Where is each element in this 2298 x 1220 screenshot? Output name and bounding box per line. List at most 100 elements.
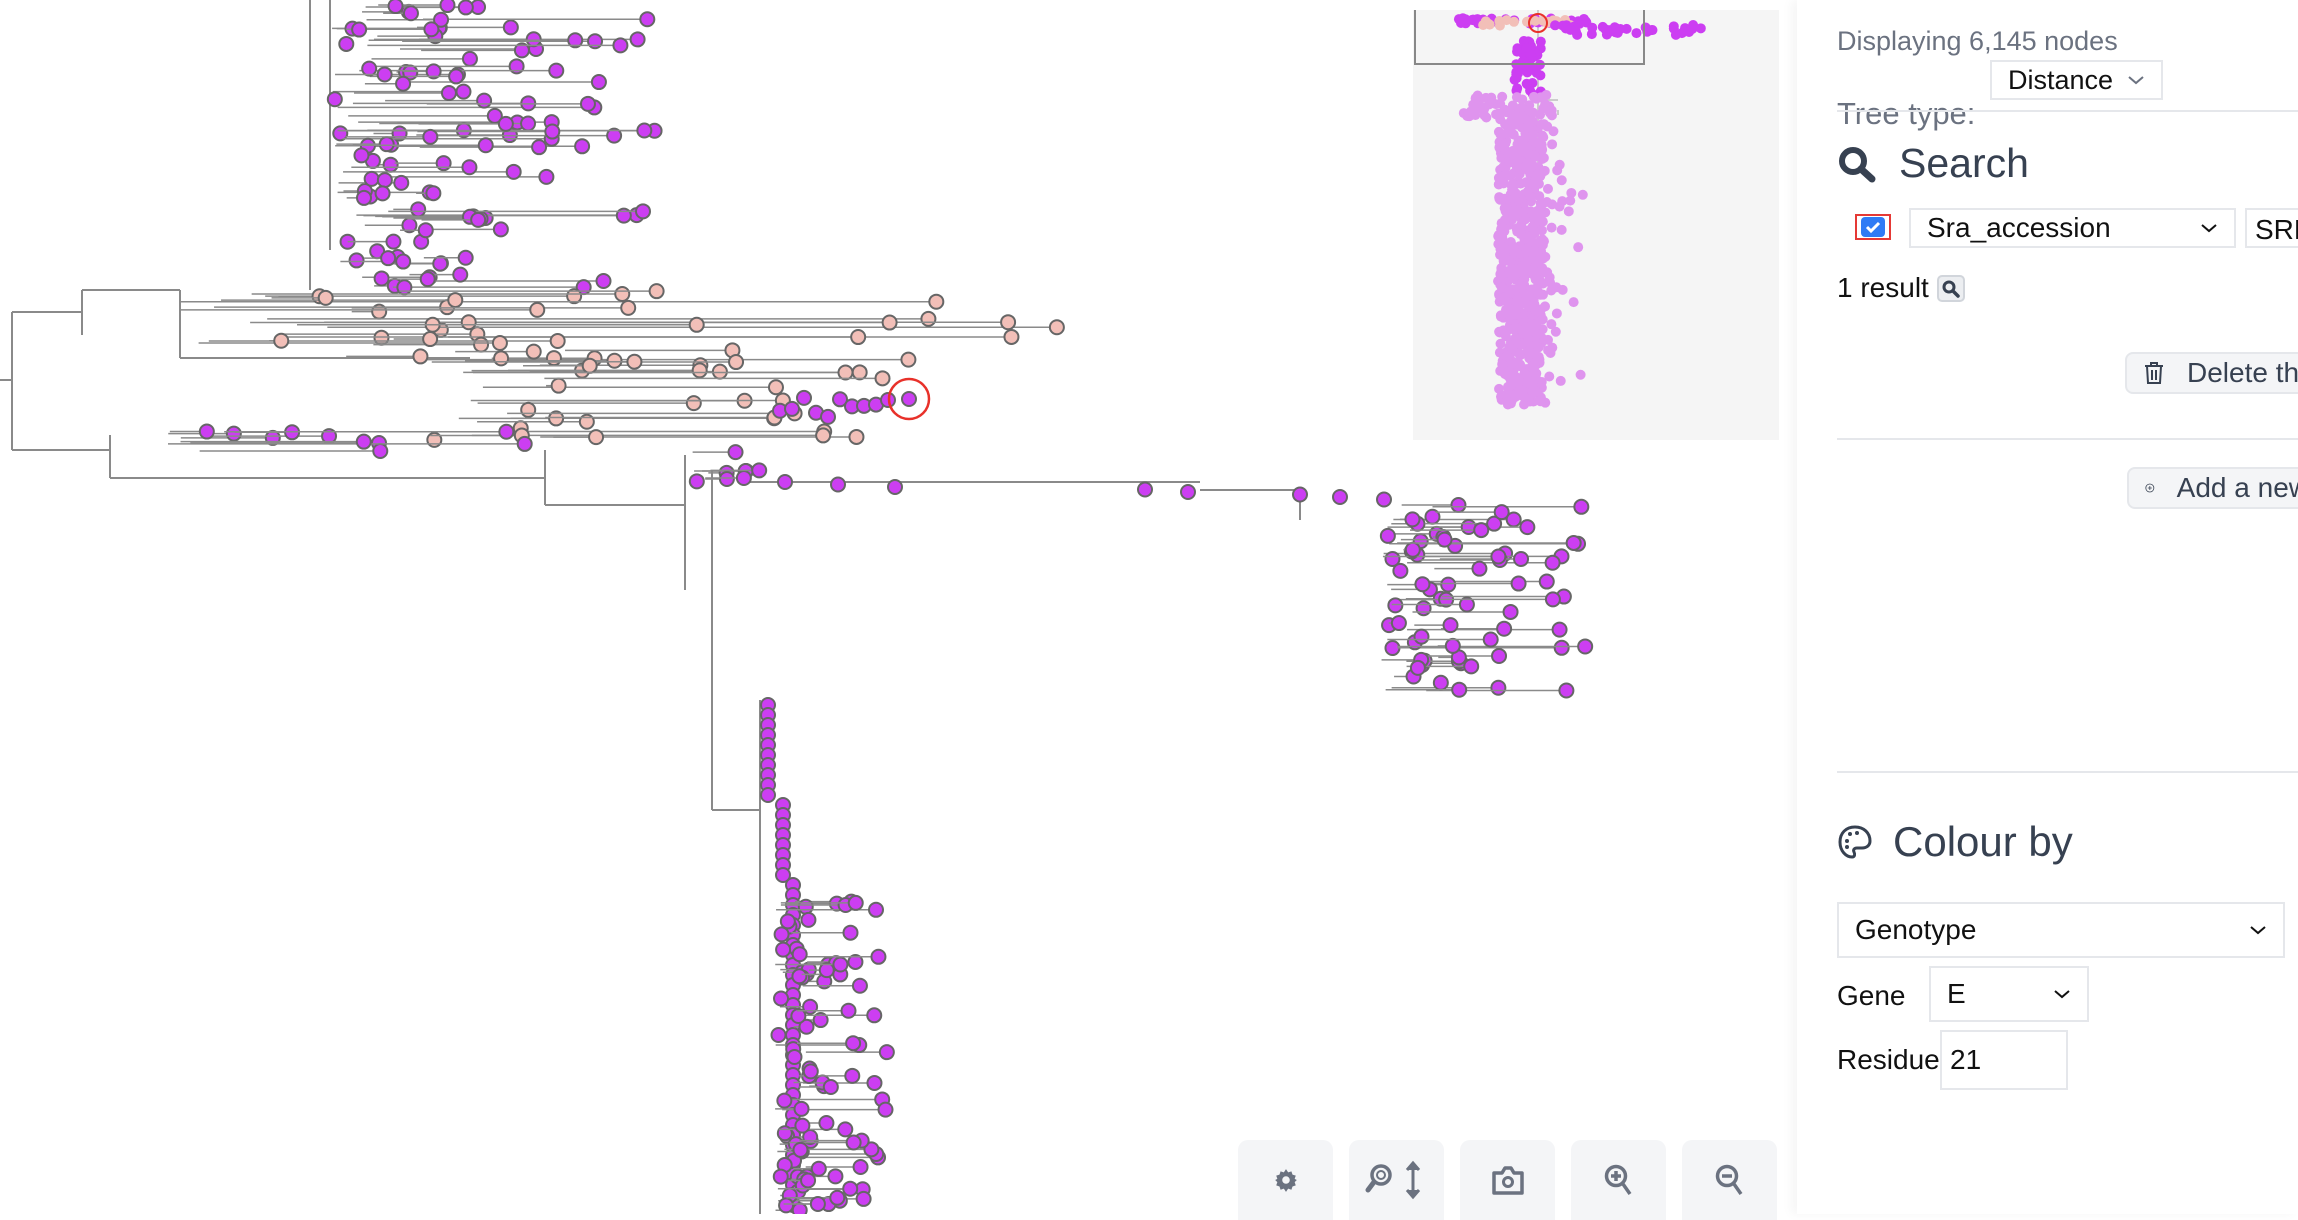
tree-node: [791, 946, 808, 963]
tree-node: [800, 1172, 817, 1189]
tree-node: [634, 203, 651, 220]
minimap-node: [1516, 102, 1527, 113]
minimap-node: [1668, 23, 1679, 34]
minimap-node: [1507, 284, 1518, 295]
tree-node: [629, 31, 646, 48]
screenshot-button[interactable]: [1460, 1140, 1555, 1220]
minimap-node: [1565, 24, 1576, 35]
minimap-node: [1511, 73, 1522, 84]
tree-node: [727, 444, 744, 461]
tree-node: [850, 329, 867, 346]
tree-node: [827, 1168, 844, 1185]
tree-node: [1392, 562, 1409, 579]
tree-node: [928, 293, 945, 310]
minimap[interactable]: [1413, 10, 1779, 440]
settings-button[interactable]: [1238, 1140, 1333, 1220]
minimap-highlight-ring: [1528, 13, 1548, 33]
minimap-node: [1510, 309, 1521, 320]
tree-node: [794, 1117, 811, 1134]
zoom-out-button[interactable]: [1682, 1140, 1777, 1220]
tree-node: [818, 962, 835, 979]
search-heading: Search: [1837, 140, 2029, 187]
minimap-node: [1537, 263, 1548, 274]
tree-node: [1432, 674, 1449, 691]
minimap-node: [1531, 373, 1542, 384]
tree-node: [520, 401, 537, 418]
colour-by-heading-text: Colour by: [1893, 818, 2073, 865]
tree-node: [874, 370, 891, 387]
tree-node: [372, 442, 389, 459]
gene-label: Gene: [1837, 980, 1906, 1011]
tree-node: [452, 266, 469, 283]
tree-node: [786, 1048, 803, 1065]
tree-node: [476, 92, 493, 109]
chevron-down-icon: [2201, 224, 2217, 233]
tree-node: [818, 1114, 835, 1131]
minimap-node: [1530, 272, 1541, 283]
minimap-node: [1530, 386, 1541, 397]
tree-node: [1003, 328, 1020, 345]
tree-node: [1390, 615, 1407, 632]
tree-node: [1513, 551, 1530, 568]
tree-type-value: Distance: [2008, 64, 2114, 95]
vertical-zoom-button[interactable]: [1349, 1140, 1444, 1220]
tree-node: [590, 74, 607, 91]
zoom-to-result-button[interactable]: [1937, 275, 1965, 302]
minimap-node: [1535, 36, 1546, 47]
colour-method-select[interactable]: Genotype: [1837, 902, 2285, 958]
delete-search-label: Delete th: [2187, 357, 2298, 388]
minimap-node: [1524, 265, 1535, 276]
minimap-node: [1556, 175, 1567, 186]
residue-input[interactable]: 21: [1940, 1030, 2068, 1090]
minimap-node: [1526, 231, 1537, 242]
tree-node: [1490, 548, 1507, 565]
minimap-node: [1566, 187, 1577, 198]
tree-type-select[interactable]: Distance: [1990, 60, 2163, 100]
tree-node: [435, 155, 452, 172]
minimap-node: [1534, 253, 1545, 264]
minimap-node: [1499, 215, 1510, 226]
tree-node: [1471, 560, 1488, 577]
search-value-input[interactable]: SRR: [2245, 208, 2298, 248]
tree-node: [448, 68, 465, 85]
minimap-node: [1546, 285, 1557, 296]
minimap-node: [1565, 195, 1576, 206]
delete-search-button[interactable]: Delete th: [2125, 352, 2298, 394]
minimap-node: [1538, 132, 1549, 143]
minimap-node: [1575, 369, 1586, 380]
tree-node: [1496, 620, 1513, 637]
minimap-node: [1573, 242, 1584, 253]
minimap-node: [1497, 233, 1508, 244]
minimap-node: [1505, 125, 1516, 136]
minimap-node: [1501, 203, 1512, 214]
zoom-in-button[interactable]: [1571, 1140, 1666, 1220]
tree-node: [751, 462, 768, 479]
tree-node: [735, 469, 752, 486]
tree-node: [550, 377, 567, 394]
add-search-button[interactable]: Add a new: [2127, 467, 2298, 509]
gene-select[interactable]: E: [1929, 966, 2089, 1022]
tree-node: [606, 352, 623, 369]
minimap-node: [1550, 326, 1561, 337]
minimap-node: [1510, 332, 1521, 343]
search-field-select[interactable]: Sra_accession: [1909, 208, 2236, 248]
tree-node: [422, 331, 439, 348]
minimap-node: [1507, 178, 1518, 189]
result-count: 1 result: [1837, 272, 1929, 303]
tree-node: [1387, 597, 1404, 614]
add-search-label: Add a new: [2176, 472, 2298, 503]
minimap-node: [1557, 196, 1568, 207]
minimap-node: [1491, 109, 1502, 120]
minimap-node: [1538, 152, 1549, 163]
tree-node: [851, 364, 868, 381]
tree-canvas[interactable]: [0, 0, 1797, 1214]
tree-node: [778, 1197, 795, 1214]
zoom-in-icon: [1604, 1164, 1631, 1196]
minimap-node: [1537, 240, 1548, 251]
gene-value: E: [1947, 978, 1966, 1009]
tree-node: [470, 211, 487, 228]
tree-node: [855, 1190, 872, 1207]
minimap-node: [1546, 319, 1557, 330]
search-enable-checkbox[interactable]: [1855, 214, 1891, 240]
minimap-node: [1563, 206, 1574, 217]
